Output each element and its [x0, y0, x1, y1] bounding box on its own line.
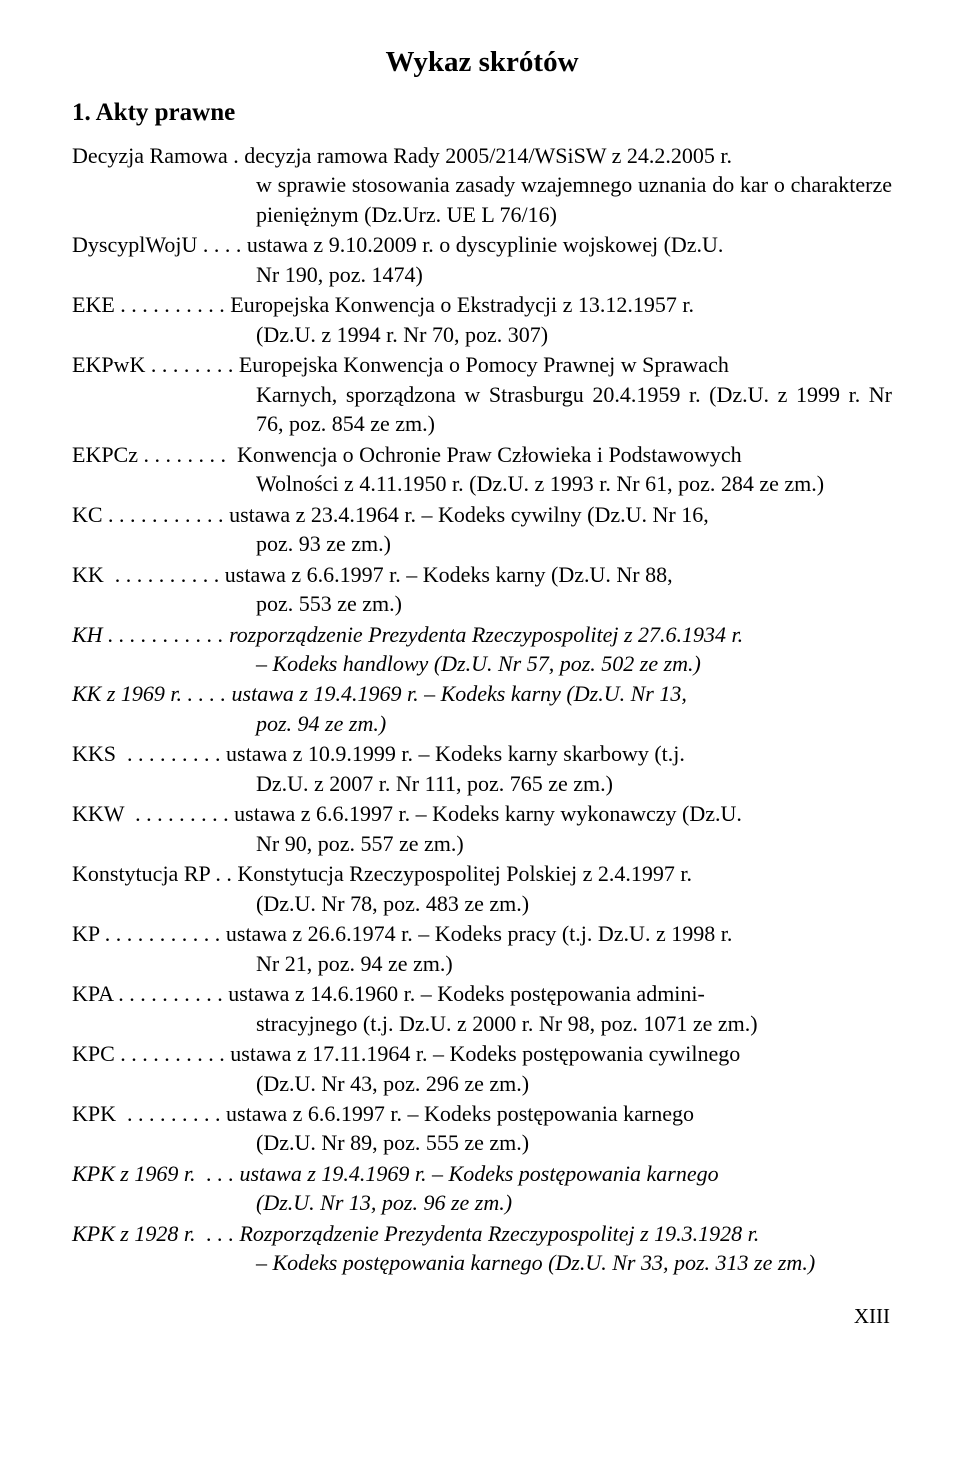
abbreviation-term: KPK . . . . . . . . .	[72, 1101, 226, 1126]
abbreviation-entry: KPK z 1969 r. . . . ustawa z 19.4.1969 r…	[72, 1159, 892, 1218]
definition-continuation: Nr 90, poz. 557 ze zm.)	[72, 829, 892, 858]
entry-first-line: Konstytucja RP . . Konstytucja Rzeczypos…	[72, 859, 892, 888]
entry-first-line: KPA . . . . . . . . . . ustawa z 14.6.19…	[72, 979, 892, 1008]
abbreviation-entry: KK z 1969 r. . . . . ustawa z 19.4.1969 …	[72, 679, 892, 738]
definition-continuation: (Dz.U. Nr 78, poz. 483 ze zm.)	[72, 889, 892, 918]
definition-start: Europejska Konwencja o Ekstradycji z 13.…	[230, 292, 694, 317]
definition-continuation: – Kodeks handlowy (Dz.U. Nr 57, poz. 502…	[72, 649, 892, 678]
entry-first-line: KPK z 1928 r. . . . Rozporządzenie Prezy…	[72, 1219, 892, 1248]
definition-start: ustawa z 9.10.2009 r. o dyscyplinie wojs…	[247, 232, 724, 257]
definition-continuation: Karnych, sporządzona w Strasburgu 20.4.1…	[72, 380, 892, 439]
entry-first-line: KPK z 1969 r. . . . ustawa z 19.4.1969 r…	[72, 1159, 892, 1188]
abbreviation-term: KK . . . . . . . . . .	[72, 562, 225, 587]
abbreviation-term: KKS . . . . . . . . .	[72, 741, 226, 766]
abbreviation-entry: KPK z 1928 r. . . . Rozporządzenie Prezy…	[72, 1219, 892, 1278]
abbreviation-list: Decyzja Ramowa . decyzja ramowa Rady 200…	[72, 141, 892, 1278]
definition-continuation: (Dz.U. Nr 89, poz. 555 ze zm.)	[72, 1128, 892, 1157]
abbreviation-entry: KC . . . . . . . . . . . ustawa z 23.4.1…	[72, 500, 892, 559]
abbreviation-entry: Decyzja Ramowa . decyzja ramowa Rady 200…	[72, 141, 892, 229]
definition-start: ustawa z 26.6.1974 r. – Kodeks pracy (t.…	[226, 921, 733, 946]
abbreviation-entry: KP . . . . . . . . . . . ustawa z 26.6.1…	[72, 919, 892, 978]
definition-start: ustawa z 14.6.1960 r. – Kodeks postępowa…	[228, 981, 705, 1006]
entry-first-line: KK z 1969 r. . . . . ustawa z 19.4.1969 …	[72, 679, 892, 708]
abbreviation-entry: KH . . . . . . . . . . . rozporządzenie …	[72, 620, 892, 679]
page-title: Wykaz skrótów	[72, 46, 892, 79]
abbreviation-entry: KKW . . . . . . . . . ustawa z 6.6.1997 …	[72, 799, 892, 858]
abbreviation-entry: KK . . . . . . . . . . ustawa z 6.6.1997…	[72, 560, 892, 619]
abbreviation-term: KPK z 1928 r. . . .	[72, 1221, 239, 1246]
abbreviation-term: KH . . . . . . . . . . .	[72, 622, 229, 647]
entry-first-line: Decyzja Ramowa . decyzja ramowa Rady 200…	[72, 141, 892, 170]
entry-first-line: EKPwK . . . . . . . . Europejska Konwenc…	[72, 350, 892, 379]
definition-start: ustawa z 10.9.1999 r. – Kodeks karny ska…	[226, 741, 685, 766]
abbreviation-entry: EKPCz . . . . . . . . Konwencja o Ochron…	[72, 440, 892, 499]
abbreviation-term: EKE . . . . . . . . . .	[72, 292, 230, 317]
abbreviation-entry: DyscyplWojU . . . . ustawa z 9.10.2009 r…	[72, 230, 892, 289]
definition-start: Europejska Konwencja o Pomocy Prawnej w …	[239, 352, 729, 377]
definition-continuation: poz. 553 ze zm.)	[72, 589, 892, 618]
abbreviation-term: KPK z 1969 r. . . .	[72, 1161, 239, 1186]
entry-first-line: EKPCz . . . . . . . . Konwencja o Ochron…	[72, 440, 892, 469]
definition-start: rozporządzenie Prezydenta Rzeczypospolit…	[229, 622, 743, 647]
abbreviation-term: KP . . . . . . . . . . .	[72, 921, 226, 946]
definition-start: Konstytucja Rzeczypospolitej Polskiej z …	[237, 861, 692, 886]
abbreviation-term: DyscyplWojU . . . .	[72, 232, 247, 257]
entry-first-line: KH . . . . . . . . . . . rozporządzenie …	[72, 620, 892, 649]
definition-continuation: Nr 190, poz. 1474)	[72, 260, 892, 289]
definition-start: Konwencja o Ochronie Praw Człowieka i Po…	[232, 442, 742, 467]
definition-start: ustawa z 6.6.1997 r. – Kodeks postępowan…	[226, 1101, 694, 1126]
abbreviation-term: KC . . . . . . . . . . .	[72, 502, 229, 527]
abbreviation-term: EKPCz . . . . . . . .	[72, 442, 232, 467]
entry-first-line: KK . . . . . . . . . . ustawa z 6.6.1997…	[72, 560, 892, 589]
definition-continuation: Wolności z 4.11.1950 r. (Dz.U. z 1993 r.…	[72, 469, 892, 498]
definition-start: ustawa z 6.6.1997 r. – Kodeks karny (Dz.…	[225, 562, 673, 587]
section-heading: 1. Akty prawne	[72, 99, 892, 127]
page-number: XIII	[72, 1304, 892, 1329]
abbreviation-entry: KPC . . . . . . . . . . ustawa z 17.11.1…	[72, 1039, 892, 1098]
definition-start: ustawa z 6.6.1997 r. – Kodeks karny wyko…	[234, 801, 742, 826]
abbreviation-entry: KPK . . . . . . . . . ustawa z 6.6.1997 …	[72, 1099, 892, 1158]
abbreviation-entry: EKE . . . . . . . . . . Europejska Konwe…	[72, 290, 892, 349]
definition-continuation: Dz.U. z 2007 r. Nr 111, poz. 765 ze zm.)	[72, 769, 892, 798]
abbreviation-term: Konstytucja RP . .	[72, 861, 237, 886]
definition-continuation: w sprawie stosowania zasady wzajemnego u…	[72, 170, 892, 229]
entry-first-line: KKS . . . . . . . . . ustawa z 10.9.1999…	[72, 739, 892, 768]
abbreviation-entry: KKS . . . . . . . . . ustawa z 10.9.1999…	[72, 739, 892, 798]
definition-continuation: (Dz.U. Nr 43, poz. 296 ze zm.)	[72, 1069, 892, 1098]
abbreviation-entry: EKPwK . . . . . . . . Europejska Konwenc…	[72, 350, 892, 438]
abbreviation-entry: KPA . . . . . . . . . . ustawa z 14.6.19…	[72, 979, 892, 1038]
definition-continuation: stracyjnego (t.j. Dz.U. z 2000 r. Nr 98,…	[72, 1009, 892, 1038]
definition-start: ustawa z 17.11.1964 r. – Kodeks postępow…	[230, 1041, 740, 1066]
entry-first-line: KP . . . . . . . . . . . ustawa z 26.6.1…	[72, 919, 892, 948]
definition-start: decyzja ramowa Rady 2005/214/WSiSW z 24.…	[244, 143, 732, 168]
entry-first-line: DyscyplWojU . . . . ustawa z 9.10.2009 r…	[72, 230, 892, 259]
definition-start: Rozporządzenie Prezydenta Rzeczypospolit…	[239, 1221, 759, 1246]
entry-first-line: KC . . . . . . . . . . . ustawa z 23.4.1…	[72, 500, 892, 529]
entry-first-line: EKE . . . . . . . . . . Europejska Konwe…	[72, 290, 892, 319]
abbreviation-entry: Konstytucja RP . . Konstytucja Rzeczypos…	[72, 859, 892, 918]
definition-continuation: Nr 21, poz. 94 ze zm.)	[72, 949, 892, 978]
definition-continuation: (Dz.U. Nr 13, poz. 96 ze zm.)	[72, 1188, 892, 1217]
definition-start: ustawa z 23.4.1964 r. – Kodeks cywilny (…	[229, 502, 709, 527]
abbreviation-term: EKPwK . . . . . . . .	[72, 352, 239, 377]
definition-continuation: poz. 94 ze zm.)	[72, 709, 892, 738]
entry-first-line: KPK . . . . . . . . . ustawa z 6.6.1997 …	[72, 1099, 892, 1128]
definition-continuation: – Kodeks postępowania karnego (Dz.U. Nr …	[72, 1248, 892, 1277]
abbreviation-term: KPC . . . . . . . . . .	[72, 1041, 230, 1066]
abbreviation-term: KKW . . . . . . . . .	[72, 801, 234, 826]
entry-first-line: KKW . . . . . . . . . ustawa z 6.6.1997 …	[72, 799, 892, 828]
entry-first-line: KPC . . . . . . . . . . ustawa z 17.11.1…	[72, 1039, 892, 1068]
definition-continuation: (Dz.U. z 1994 r. Nr 70, poz. 307)	[72, 320, 892, 349]
abbreviation-term: KK z 1969 r. . . . .	[72, 681, 232, 706]
definition-start: ustawa z 19.4.1969 r. – Kodeks postępowa…	[239, 1161, 718, 1186]
definition-continuation: poz. 93 ze zm.)	[72, 529, 892, 558]
abbreviation-term: Decyzja Ramowa .	[72, 143, 244, 168]
page-container: Wykaz skrótów 1. Akty prawne Decyzja Ram…	[0, 0, 960, 1369]
definition-start: ustawa z 19.4.1969 r. – Kodeks karny (Dz…	[232, 681, 687, 706]
abbreviation-term: KPA . . . . . . . . . .	[72, 981, 228, 1006]
